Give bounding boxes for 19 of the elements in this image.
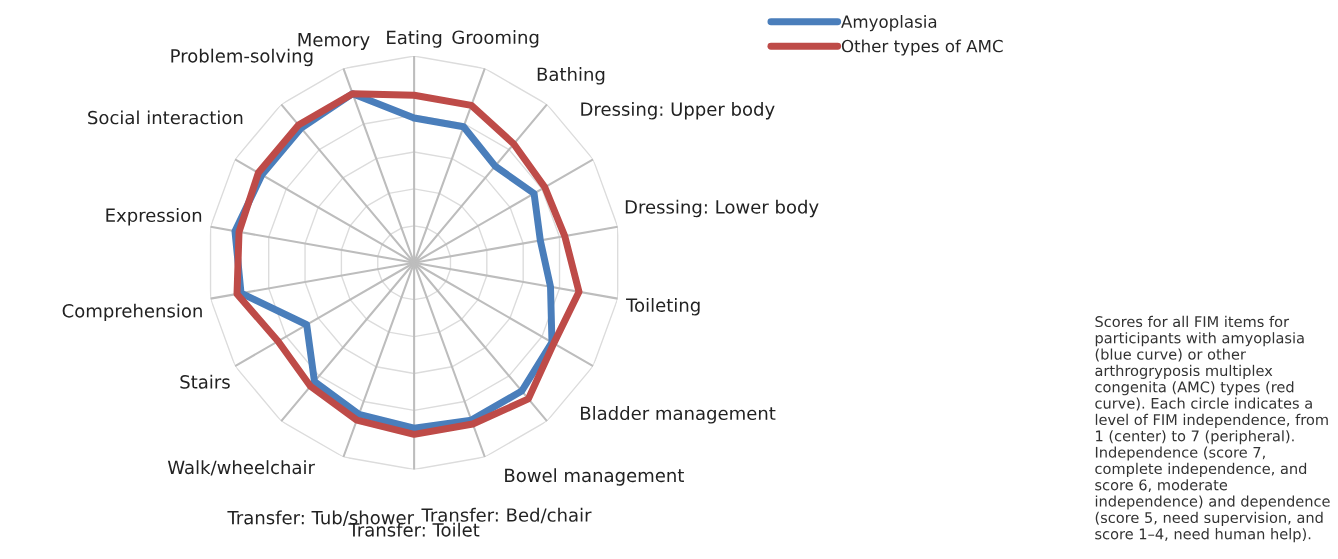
spoke-label: Walk/wheelchair xyxy=(167,460,315,476)
spoke-label: Problem-solving xyxy=(171,48,313,67)
spoke-label: Eating xyxy=(387,30,442,48)
spoke-label: Toileting xyxy=(626,298,700,316)
spoke-label: Dressing: Upper body xyxy=(581,102,775,120)
spoke-label: Expression xyxy=(106,208,202,226)
legend-label: Amyoplasia xyxy=(841,15,937,32)
spoke-label: Grooming xyxy=(452,30,539,48)
spoke-label: Transfer: Bed/chair xyxy=(421,507,592,524)
spoke-label: Stairs xyxy=(180,374,230,389)
spoke-label: Social interaction xyxy=(88,110,243,125)
spoke-label: Bowel management xyxy=(505,468,684,486)
spoke-label: Memory xyxy=(298,33,370,50)
spoke-label: Comprehension xyxy=(62,303,202,322)
legend-label: Other types of AMC xyxy=(841,39,1003,56)
spoke-label: Dressing: Lower body xyxy=(625,199,819,218)
spoke-label: Bathing xyxy=(537,67,605,85)
spoke-label: Bladder management xyxy=(581,406,776,424)
text: Scores for all FIM items for participants with amyoplasia (blue curve) or other arthrogryposis multiplex congenita (AMC) types (red curve). Each circle indicates a level of FIM independence, from 1 (center) to 7 (peripheral). Independence (score 7, complete independence, and score 6, moderate independence) and dependence (score 5, need supervision, and score 1–4, need human help). xyxy=(1095,315,1330,543)
